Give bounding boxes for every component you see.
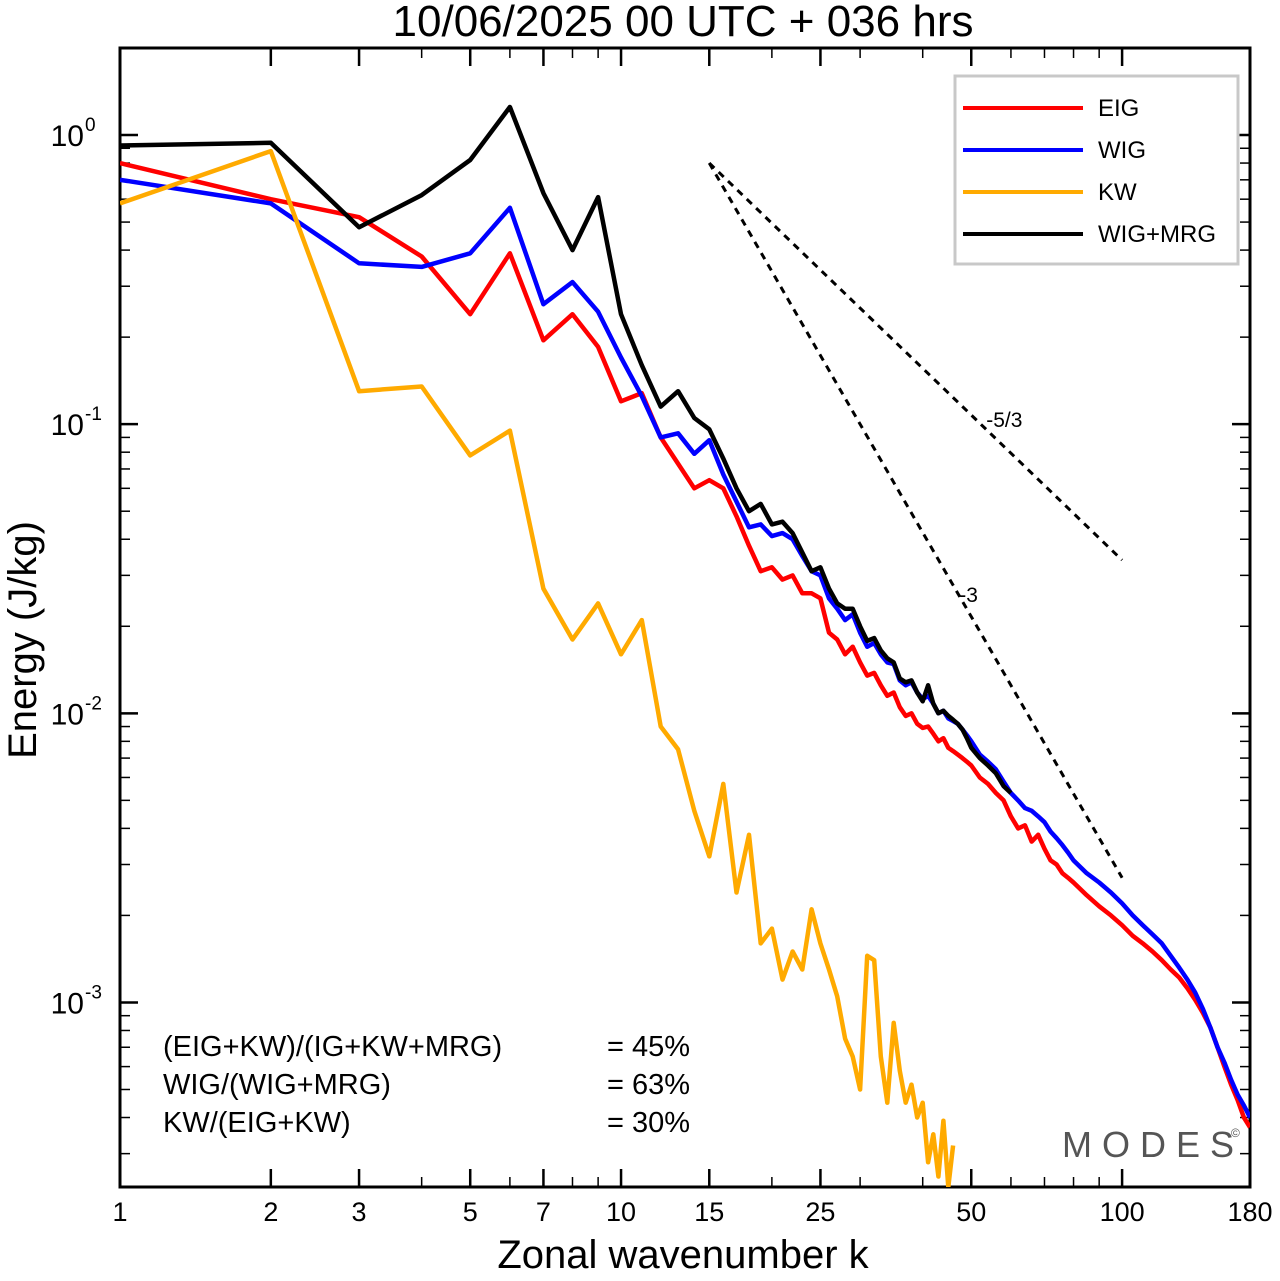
series-lines	[120, 104, 1250, 1187]
x-tick-label: 2	[263, 1197, 278, 1227]
x-tick-label: 1	[112, 1197, 127, 1227]
y-tick-exponent: -3	[85, 982, 102, 1003]
legend: EIG WIG KW WIG+MRG	[953, 74, 1240, 266]
chart-title: 10/06/2025 00 UTC + 036 hrs	[393, 0, 974, 46]
ratio-annotations: (EIG+KW)/(IG+KW+MRG) = 45% WIG/(WIG+MRG) = …	[163, 1031, 690, 1139]
x-tick-label: 100	[1100, 1197, 1145, 1227]
annotation-label: KW/(EIG+KW)	[163, 1107, 351, 1139]
x-tick-label: 3	[352, 1197, 367, 1227]
y-tick-exponent: 0	[85, 115, 96, 136]
x-tick-label: 5	[463, 1197, 478, 1227]
reference-slope-lines: -5/3 -3	[707, 161, 1124, 879]
series-line-eig	[120, 160, 1250, 1129]
y-tick-label: 10	[51, 987, 84, 1020]
modes-watermark: MODES ©	[1062, 1124, 1244, 1165]
x-tick-label: 50	[956, 1197, 986, 1227]
x-tick-label: 15	[694, 1197, 724, 1227]
reference-line-label: -5/3	[986, 409, 1022, 432]
copyright-mark: ©	[1231, 1126, 1240, 1140]
plot-frame	[118, 46, 1252, 1189]
annotation-value: = 30%	[607, 1107, 690, 1139]
x-axis-label: Zonal wavenumber k	[497, 1233, 869, 1277]
y-tick-label: 10	[51, 409, 84, 442]
series-line-wig	[120, 177, 1250, 1119]
legend-label: KW	[1098, 179, 1137, 206]
x-tick-label: 180	[1227, 1197, 1272, 1227]
y-tick-exponent: -2	[85, 693, 102, 714]
annotation-label: (EIG+KW)/(IG+KW+MRG)	[163, 1031, 502, 1063]
series-line-kw	[120, 148, 956, 1187]
x-axis-ticks: 1 2 3 5 7 10 15 25 50 100 180	[112, 48, 1273, 1227]
x-tick-label: 25	[805, 1197, 835, 1227]
legend-label: WIG	[1098, 137, 1146, 164]
y-tick-exponent: -1	[85, 404, 102, 425]
watermark-text: MODES	[1062, 1124, 1244, 1165]
y-tick-label: 10	[51, 698, 84, 731]
y-axis-label: Energy (J/kg)	[1, 521, 45, 759]
legend-label: EIG	[1098, 95, 1139, 122]
series-line-wig-mrg	[120, 104, 1013, 795]
y-tick-label: 10	[51, 120, 84, 153]
x-tick-label: 10	[606, 1197, 636, 1227]
legend-label: WIG+MRG	[1098, 221, 1216, 248]
annotation-value: = 63%	[607, 1069, 690, 1101]
annotation-label: WIG/(WIG+MRG)	[163, 1069, 391, 1101]
reference-line-minus-5-3	[708, 161, 1124, 562]
annotation-value: = 45%	[607, 1031, 690, 1063]
x-tick-label: 7	[536, 1197, 551, 1227]
reference-line-label: -3	[959, 584, 978, 607]
